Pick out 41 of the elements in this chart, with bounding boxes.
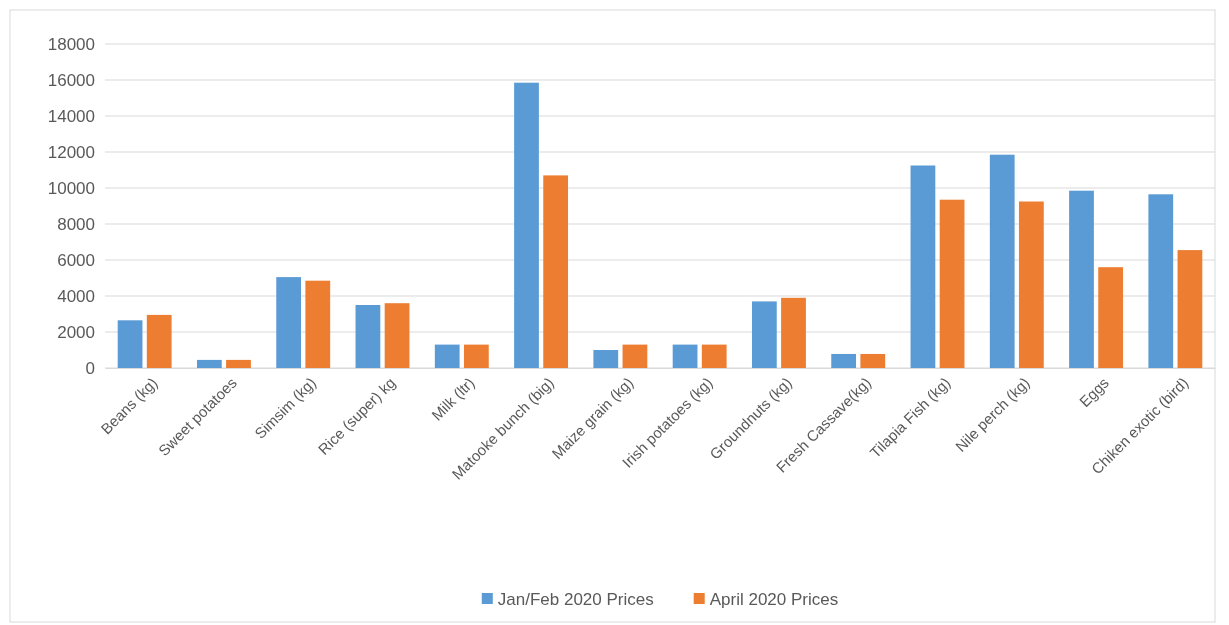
bar [146,314,172,368]
bar [1177,250,1203,368]
bar [622,344,648,368]
bar [276,277,302,368]
bar [434,344,460,368]
bar [196,359,222,368]
bar [463,344,489,368]
bar [117,320,143,368]
bar [1069,190,1094,368]
bar [751,301,777,368]
bar [910,165,936,368]
bar [305,280,331,368]
bar [831,353,857,368]
y-tick-label: 4000 [57,286,95,306]
bar [1098,267,1124,368]
bar [860,353,886,368]
bar [701,344,727,368]
bar [672,344,698,368]
bar [939,199,965,368]
bar [514,82,539,368]
y-tick-label: 6000 [57,250,95,270]
bar [1148,194,1174,368]
bar [781,297,806,368]
y-tick-label: 0 [85,358,95,378]
bar [226,359,251,368]
y-tick-label: 14000 [47,106,95,126]
bar [543,175,569,368]
y-tick-label: 18000 [47,34,95,54]
bar [989,154,1015,368]
bar [355,305,381,368]
y-tick-label: 10000 [47,178,95,198]
y-tick-label: 16000 [47,70,95,90]
legend-label: Jan/Feb 2020 Prices [497,589,654,609]
bar [593,350,619,368]
bar [1018,201,1044,368]
y-tick-label: 2000 [57,322,95,342]
legend-label: April 2020 Prices [709,589,839,609]
y-tick-label: 8000 [57,214,95,234]
y-tick-label: 12000 [47,142,95,162]
x-tick-label: Milk (ltr) [428,373,478,424]
bar [384,303,410,368]
